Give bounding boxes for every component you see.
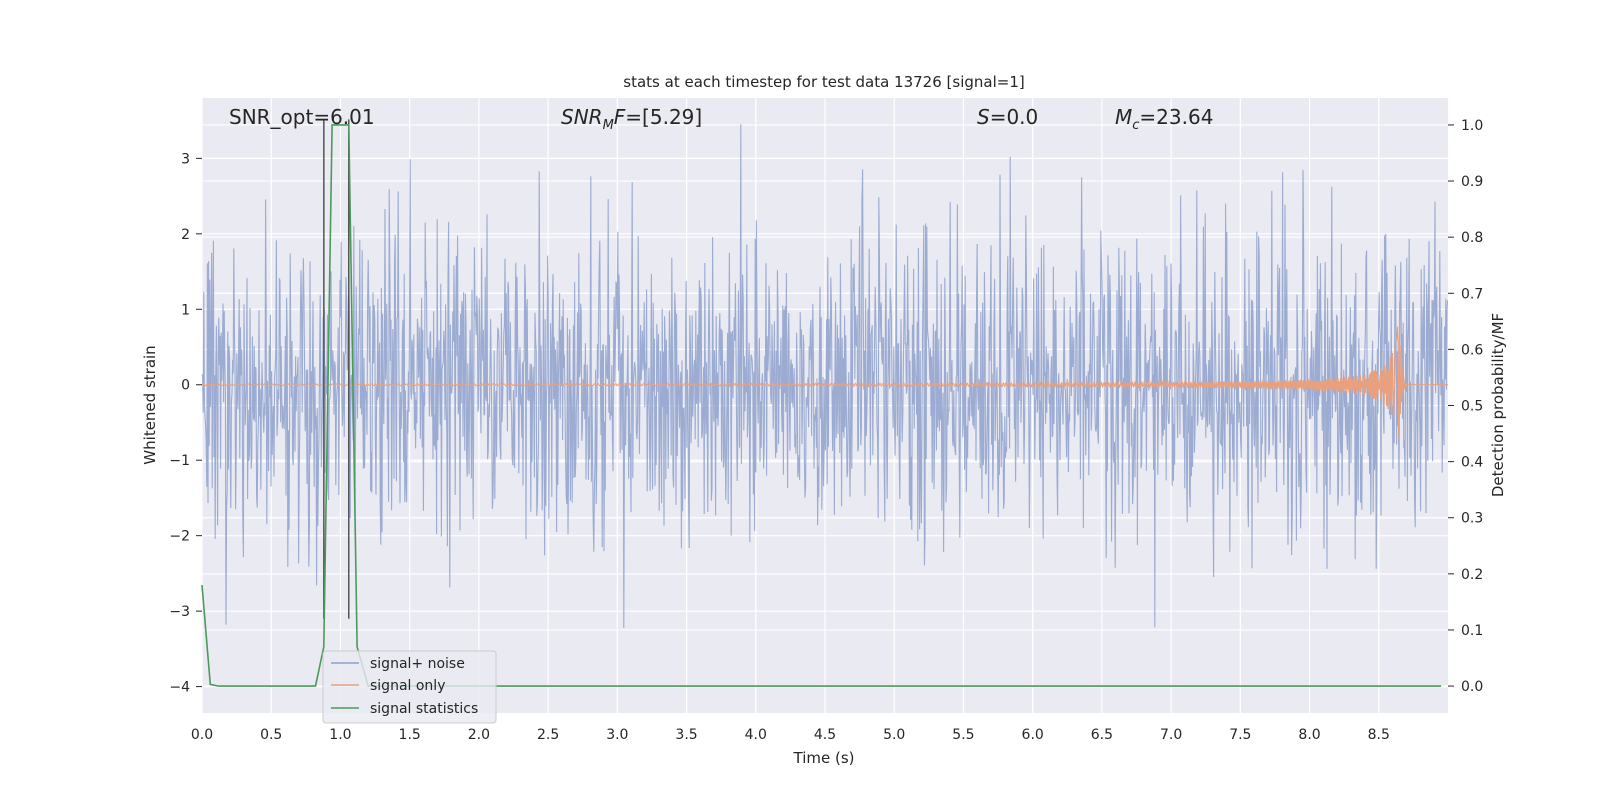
y2-tick-label-7: 0.3: [1461, 511, 1483, 527]
x-tick-label-9: 4.5: [814, 727, 836, 743]
y-tick-label-2: 1: [181, 302, 190, 318]
y-axis-label: Whitened strain: [141, 345, 159, 464]
y2-tick-label-8: 0.2: [1461, 567, 1483, 583]
series-line-signal-noise: [201, 124, 1449, 628]
x-tick-label-8: 4.0: [745, 727, 767, 743]
y-tick-label-3: 0: [181, 378, 190, 394]
x-tick-label-13: 6.5: [1091, 727, 1113, 743]
annotation-snr-mf: SNRMF=[5.29]: [561, 105, 702, 133]
annotation-s-symbol: S: [977, 105, 990, 129]
x-tick-label-16: 8.0: [1298, 727, 1320, 743]
y2-tick-label-5: 0.5: [1461, 399, 1483, 415]
x-tick-label-12: 6.0: [1022, 727, 1044, 743]
x-tick-label-15: 7.5: [1229, 727, 1251, 743]
x-tick-label-5: 2.5: [537, 727, 559, 743]
annotation-snr-mf-symbol: SNR: [561, 105, 603, 129]
legend-label-signal-only: signal only: [370, 678, 445, 694]
annotation-s: S=0.0: [977, 105, 1038, 129]
annotation-mc-sub: c: [1132, 118, 1139, 133]
chart-title: stats at each timestep for test data 137…: [623, 73, 1024, 91]
y-tick-label-0: 3: [181, 151, 190, 167]
x-tick-label-0: 0.0: [191, 727, 213, 743]
y2-tick-label-3: 0.7: [1461, 286, 1483, 302]
y2-tick-label-0: 1.0: [1461, 118, 1483, 134]
annotation-mc-symbol: M: [1115, 105, 1132, 129]
x-tick-label-7: 3.5: [675, 727, 697, 743]
y2-tick-label-1: 0.9: [1461, 174, 1483, 190]
annotation-mc: Mc=23.64: [1115, 105, 1213, 133]
x-tick-label-17: 8.5: [1368, 727, 1390, 743]
y2-tick-label-9: 0.1: [1461, 623, 1483, 639]
chirp-series: [201, 301, 1448, 440]
x-tick-label-2: 1.0: [329, 727, 351, 743]
x-tick-label-4: 2.0: [468, 727, 490, 743]
y2-tick-label-2: 0.8: [1461, 230, 1483, 246]
annotation-snr-mf-value: =[5.29]: [625, 105, 702, 129]
y-tick-label-6: −3: [169, 604, 190, 620]
noise-series: [201, 124, 1449, 628]
annotation-snr-opt: SNR_opt=6.01: [229, 105, 375, 129]
legend-box: [322, 650, 497, 724]
annotation-mc-value: =23.64: [1139, 105, 1213, 129]
x-tick-label-14: 7.0: [1160, 727, 1182, 743]
y-tick-label-5: −2: [169, 529, 190, 545]
y-tick-label-7: −4: [169, 680, 190, 696]
y2-tick-label-6: 0.4: [1461, 455, 1483, 471]
x-tick-label-6: 3.0: [606, 727, 628, 743]
annotation-s-value: =0.0: [990, 105, 1039, 129]
y2-tick-label-10: 0.0: [1461, 679, 1483, 695]
y-axis-left: 3 2 1 0 −1 −2 −3 −4: [169, 151, 202, 696]
y-tick-label-1: 2: [181, 227, 190, 243]
x-tick-label-3: 1.5: [399, 727, 421, 743]
y-axis-right: 1.0 0.9 0.8 0.7 0.6 0.5 0.4 0.3 0.2 0.1 0.0: [1448, 118, 1483, 695]
legend-label-signal-noise: signal+ noise: [370, 656, 465, 672]
legend-label-signal-statistics: signal statistics: [370, 701, 478, 717]
x-tick-label-11: 5.5: [952, 727, 974, 743]
x-tick-label-10: 5.0: [883, 727, 905, 743]
x-axis: 0.0 0.5 1.0 1.5 2.0 2.5 3.0 3.5 4.0 4.5 5.0 5.5 6.0 6…: [191, 727, 1390, 743]
y-tick-label-4: −1: [169, 453, 190, 469]
series-line-signal-only: [201, 301, 1448, 440]
x-axis-label: Time (s): [793, 749, 855, 767]
y2-axis-label: Detection probability/MF: [1489, 313, 1507, 497]
x-tick-label-1: 0.5: [260, 727, 282, 743]
annotations: SNR_opt=6.01 SNRMF=[5.29] S=0.0 Mc=23.64: [229, 105, 1213, 133]
markers: [323, 119, 350, 619]
legend: signal+ noise signal only signal statist…: [322, 650, 497, 724]
annotation-snr-mf-symbol2: F: [614, 105, 626, 129]
y2-tick-label-4: 0.6: [1461, 342, 1483, 358]
annotation-snr-mf-sub: M: [603, 118, 614, 133]
